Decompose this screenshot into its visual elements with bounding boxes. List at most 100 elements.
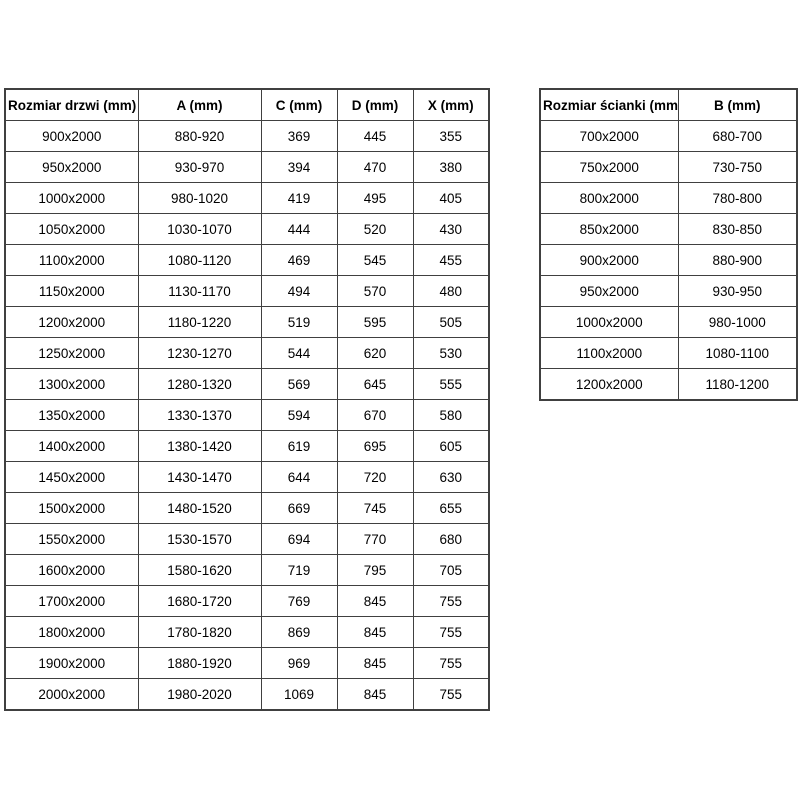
- table-cell: 745: [336, 492, 414, 524]
- table-cell: 570: [336, 275, 414, 307]
- table-row: 1000x2000 980-1000: [539, 306, 798, 338]
- table-cell: 669: [260, 492, 338, 524]
- table-cell: 2000x2000: [4, 678, 139, 711]
- table-cell: 630: [412, 461, 490, 493]
- table-cell: 595: [336, 306, 414, 338]
- table-cell: 830-850: [677, 213, 798, 245]
- table-cell: 720: [336, 461, 414, 493]
- table-cell: 930-970: [137, 151, 262, 183]
- table-cell: 1880-1920: [137, 647, 262, 679]
- table-cell: 655: [412, 492, 490, 524]
- table-cell: 620: [336, 337, 414, 369]
- table-cell: 950x2000: [4, 151, 139, 183]
- table-cell: 1030-1070: [137, 213, 262, 245]
- column-header: D (mm): [336, 88, 414, 121]
- table-cell: 845: [336, 647, 414, 679]
- table-cell: 1130-1170: [137, 275, 262, 307]
- table-cell: 950x2000: [539, 275, 679, 307]
- table-cell: 1980-2020: [137, 678, 262, 711]
- table-cell: 700x2000: [539, 120, 679, 152]
- table-row: 900x2000 880-920 369 445 355: [4, 120, 490, 152]
- table-cell: 1700x2000: [4, 585, 139, 617]
- table-cell: 680: [412, 523, 490, 555]
- column-header: C (mm): [260, 88, 338, 121]
- table-cell: 1600x2000: [4, 554, 139, 586]
- table-cell: 1780-1820: [137, 616, 262, 648]
- column-header: Rozmiar drzwi (mm): [4, 88, 139, 121]
- table-cell: 1180-1200: [677, 368, 798, 401]
- table-cell: 845: [336, 678, 414, 711]
- table-cell: 444: [260, 213, 338, 245]
- table-cell: 369: [260, 120, 338, 152]
- table-cell: 1400x2000: [4, 430, 139, 462]
- table-row: 1300x2000 1280-1320 569 645 555: [4, 368, 490, 400]
- table-cell: 520: [336, 213, 414, 245]
- table-cell: 1900x2000: [4, 647, 139, 679]
- table-cell: 755: [412, 647, 490, 679]
- table-cell: 1069: [260, 678, 338, 711]
- table-cell: 569: [260, 368, 338, 400]
- table-cell: 780-800: [677, 182, 798, 214]
- table-cell: 505: [412, 306, 490, 338]
- table-cell: 1000x2000: [4, 182, 139, 214]
- table-row: 700x2000 680-700: [539, 120, 798, 152]
- table-row: 1900x2000 1880-1920 969 845 755: [4, 647, 490, 679]
- table-cell: 850x2000: [539, 213, 679, 245]
- table-cell: 580: [412, 399, 490, 431]
- column-header: Rozmiar ścianki (mm): [539, 88, 679, 121]
- table-cell: 930-950: [677, 275, 798, 307]
- table-row: 750x2000 730-750: [539, 151, 798, 183]
- table-cell: 419: [260, 182, 338, 214]
- table-cell: 969: [260, 647, 338, 679]
- table-cell: 1800x2000: [4, 616, 139, 648]
- table-cell: 1550x2000: [4, 523, 139, 555]
- table-row: 1000x2000 980-1020 419 495 405: [4, 182, 490, 214]
- table-cell: 730-750: [677, 151, 798, 183]
- table-cell: 405: [412, 182, 490, 214]
- table-row: 1100x2000 1080-1120 469 545 455: [4, 244, 490, 276]
- table-header-row: Rozmiar ścianki (mm) B (mm): [539, 88, 798, 121]
- table-row: 1600x2000 1580-1620 719 795 705: [4, 554, 490, 586]
- table-cell: 845: [336, 616, 414, 648]
- table-cell: 869: [260, 616, 338, 648]
- table-cell: 1250x2000: [4, 337, 139, 369]
- table-cell: 480: [412, 275, 490, 307]
- table-cell: 800x2000: [539, 182, 679, 214]
- table-cell: 1280-1320: [137, 368, 262, 400]
- table-cell: 900x2000: [539, 244, 679, 276]
- table-cell: 1200x2000: [539, 368, 679, 401]
- table-row: 1050x2000 1030-1070 444 520 430: [4, 213, 490, 245]
- table-cell: 1080-1100: [677, 337, 798, 369]
- table-row: 1350x2000 1330-1370 594 670 580: [4, 399, 490, 431]
- table-row: 1500x2000 1480-1520 669 745 655: [4, 492, 490, 524]
- table-cell: 594: [260, 399, 338, 431]
- table-cell: 750x2000: [539, 151, 679, 183]
- table-cell: 1450x2000: [4, 461, 139, 493]
- table-cell: 1380-1420: [137, 430, 262, 462]
- table-cell: 694: [260, 523, 338, 555]
- table-row: 1800x2000 1780-1820 869 845 755: [4, 616, 490, 648]
- table-cell: 605: [412, 430, 490, 462]
- table-cell: 380: [412, 151, 490, 183]
- table-cell: 1000x2000: [539, 306, 679, 338]
- table-cell: 680-700: [677, 120, 798, 152]
- table-cell: 394: [260, 151, 338, 183]
- table-cell: 1200x2000: [4, 306, 139, 338]
- table-cell: 705: [412, 554, 490, 586]
- table-cell: 1150x2000: [4, 275, 139, 307]
- table-row: 1700x2000 1680-1720 769 845 755: [4, 585, 490, 617]
- table-row: 1550x2000 1530-1570 694 770 680: [4, 523, 490, 555]
- table-cell: 1480-1520: [137, 492, 262, 524]
- table-cell: 455: [412, 244, 490, 276]
- table-cell: 1050x2000: [4, 213, 139, 245]
- table-cell: 755: [412, 678, 490, 711]
- column-header: X (mm): [412, 88, 490, 121]
- table-cell: 469: [260, 244, 338, 276]
- table-cell: 755: [412, 616, 490, 648]
- table-row: 1200x2000 1180-1220 519 595 505: [4, 306, 490, 338]
- table-cell: 470: [336, 151, 414, 183]
- table-cell: 1300x2000: [4, 368, 139, 400]
- table-cell: 900x2000: [4, 120, 139, 152]
- table-cell: 1680-1720: [137, 585, 262, 617]
- table-cell: 795: [336, 554, 414, 586]
